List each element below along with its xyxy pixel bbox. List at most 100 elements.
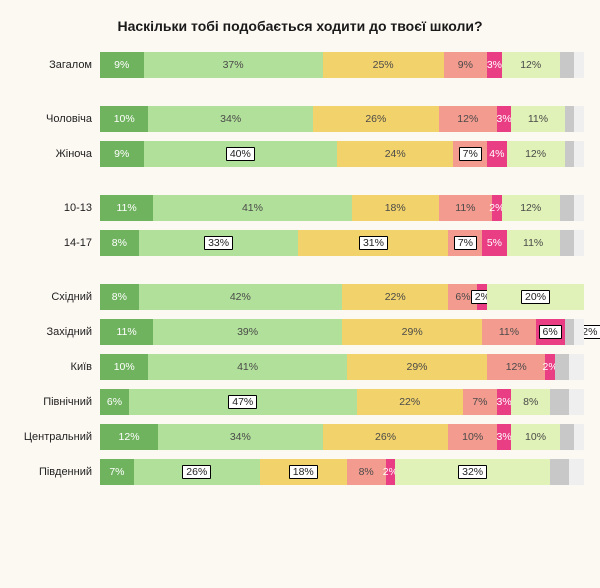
bar-row: Чоловіча10%34%26%12%3%11% <box>16 106 584 132</box>
bar-segment: 31% <box>298 230 448 256</box>
bar-segment: 29% <box>342 319 482 345</box>
bar-segment: 2% <box>477 284 487 310</box>
bar-row: Центральний12%34%26%10%3%10% <box>16 424 584 450</box>
bar-segment: 12% <box>502 52 560 78</box>
bar-segment: 8% <box>511 389 550 415</box>
bar-segment: 26% <box>323 424 449 450</box>
segment-label: 10% <box>111 361 138 374</box>
bar-segment: 22% <box>357 389 463 415</box>
stacked-bar: 10% 41% 29% 12%2% <box>100 354 584 380</box>
bar-segment: 7% <box>100 459 134 485</box>
stacked-bar: 8%33%31%7%5%11% <box>100 230 584 256</box>
segment-label: 40% <box>226 147 255 162</box>
segment-label: 4% <box>486 148 507 161</box>
bar-segment: 3% <box>487 52 502 78</box>
bar-segment <box>560 424 575 450</box>
bar-segment <box>574 141 584 167</box>
bar-row: Жіноча9%40%24%7%4%12% <box>16 141 584 167</box>
bar-segment: 3% <box>497 389 512 415</box>
bar-group: Чоловіча10%34%26%12%3%11%Жіноча9%40%24%7… <box>16 106 584 167</box>
segment-label: 9% <box>455 59 476 72</box>
segment-label: 6% <box>539 325 562 340</box>
segment-label: 37% <box>220 59 247 72</box>
segment-label: 22% <box>396 396 423 409</box>
bar-segment <box>574 195 584 221</box>
segment-label: 18% <box>382 202 409 215</box>
segment-label: 11% <box>452 202 478 215</box>
segment-label: 41% <box>239 202 266 215</box>
bar-segment: 3% <box>497 106 512 132</box>
segment-label: 8% <box>356 466 377 479</box>
segment-label: 12% <box>116 431 143 444</box>
segment-label: 9% <box>111 59 132 72</box>
bar-segment: 10% <box>100 106 148 132</box>
segment-label: 12% <box>517 202 544 215</box>
segment-label: 26% <box>372 431 399 444</box>
bar-segment: 32% <box>395 459 550 485</box>
segment-label: 34% <box>217 113 244 126</box>
bar-segment: 12% <box>502 195 560 221</box>
bar-segment <box>569 354 584 380</box>
bar-segment: 11% <box>439 195 492 221</box>
row-label: Східний <box>16 291 100 303</box>
segment-label: 47% <box>228 395 257 410</box>
bar-segment: 11% <box>511 106 564 132</box>
bar-row: Північний6%47%22%7%3%8% <box>16 389 584 415</box>
segment-label: 22% <box>382 291 409 304</box>
segment-label: 8% <box>109 291 130 304</box>
segment-label: 8% <box>109 237 130 250</box>
segment-label: 29% <box>399 326 426 339</box>
row-label: Західний <box>16 326 100 338</box>
bar-row: Київ10%41%29%12%2% <box>16 354 584 380</box>
segment-label: 32% <box>458 465 487 480</box>
bar-segment: 33% <box>139 230 299 256</box>
bar-segment: 7% <box>448 230 482 256</box>
bar-row: Східний8%42%22%6%2%20% <box>16 284 584 310</box>
row-label: 10-13 <box>16 202 100 214</box>
segment-label: 42% <box>227 291 254 304</box>
segment-label: 11% <box>520 237 546 250</box>
bar-segment: 6% <box>536 319 565 345</box>
bar-segment: 41% <box>153 195 351 221</box>
bar-segment: 41% <box>148 354 346 380</box>
bar-segment: 7% <box>453 141 487 167</box>
row-label: Центральний <box>16 431 100 443</box>
bar-row: 10-1311%41%18%11%2%12% <box>16 195 584 221</box>
bar-group: Загалом 9% 37% 25% 9% 3% 12% <box>16 52 584 78</box>
bar-row: Західний11%39%29%11%6%2% <box>16 319 584 345</box>
segment-label: 12% <box>517 59 544 72</box>
chart-groups: Загалом9%37%25%9%3%12%Чоловіча10%34%26%1… <box>16 52 584 485</box>
stacked-bar: 11%41%18%11%2%12% <box>100 195 584 221</box>
bar-segment: 8% <box>100 230 139 256</box>
bar-segment: 11% <box>100 319 153 345</box>
bar-segment <box>550 459 569 485</box>
segment-label: 10% <box>522 431 549 444</box>
stacked-bar: 8%42%22%6%2%20% <box>100 284 584 310</box>
segment-label: 6% <box>104 396 125 409</box>
bar-row: 14-178%33%31%7%5%11% <box>16 230 584 256</box>
segment-label: 9% <box>111 148 132 161</box>
segment-label: 29% <box>404 361 431 374</box>
segment-label: 41% <box>234 361 261 374</box>
bar-segment <box>574 106 584 132</box>
bar-segment: 12% <box>487 354 545 380</box>
row-label: Загалом <box>16 59 100 71</box>
bar-segment: 9% <box>100 52 144 78</box>
bar-segment: 2% <box>386 459 396 485</box>
segment-label: 20% <box>521 290 550 305</box>
bar-segment: 11% <box>100 195 153 221</box>
bar-segment: 2% <box>545 354 555 380</box>
segment-label: 25% <box>370 59 397 72</box>
segment-label: 11% <box>525 113 551 126</box>
bar-row: Південний7%26%18%8%2%32% <box>16 459 584 485</box>
stacked-bar: 6% 47% 22% 7%3%8% <box>100 389 584 415</box>
bar-segment <box>560 230 575 256</box>
segment-label: 33% <box>204 236 233 251</box>
bar-segment <box>569 459 584 485</box>
bar-segment: 34% <box>158 424 323 450</box>
bar-segment: 7% <box>463 389 497 415</box>
segment-label: 24% <box>382 148 409 161</box>
segment-label: 26% <box>182 465 211 480</box>
bar-segment: 10% <box>511 424 559 450</box>
segment-label: 7% <box>106 466 127 479</box>
